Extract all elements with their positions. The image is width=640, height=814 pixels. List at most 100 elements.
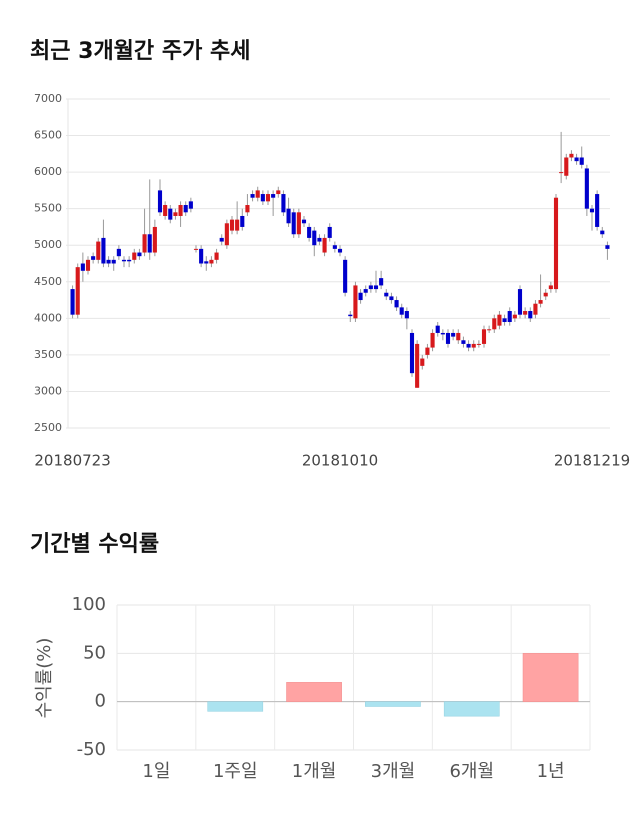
y-tick-label: -50 xyxy=(77,739,106,760)
candle-body xyxy=(332,245,337,249)
y-tick-label: 0 xyxy=(95,691,106,712)
candle-body xyxy=(579,157,584,165)
candle-body xyxy=(589,208,595,213)
candle-body xyxy=(368,285,373,290)
candle-body xyxy=(461,340,466,344)
candle-body xyxy=(425,347,430,355)
y-tick-label: 3000 xyxy=(34,384,62,397)
candle-body xyxy=(363,289,368,293)
y-tick-label: 3500 xyxy=(34,348,62,361)
candle-body xyxy=(204,261,209,264)
candle-body xyxy=(471,343,476,348)
candle-body xyxy=(301,219,307,224)
candle-body xyxy=(399,307,404,315)
candle-body xyxy=(322,237,327,253)
candle-body xyxy=(435,325,440,333)
y-tick-label: 6500 xyxy=(34,129,62,142)
candle-body xyxy=(276,190,281,195)
candle-body xyxy=(389,296,394,301)
candle-body xyxy=(188,201,193,209)
candle-body xyxy=(132,252,137,260)
y-tick-label: 6000 xyxy=(34,165,62,178)
candle-body xyxy=(80,263,85,271)
candle-body xyxy=(265,194,271,202)
candle-body xyxy=(548,285,553,290)
y-tick-label: 7000 xyxy=(34,92,62,105)
candle-body xyxy=(193,248,199,250)
candle-body xyxy=(553,197,559,290)
candle-body xyxy=(430,332,435,348)
candle-body xyxy=(281,194,286,213)
candle-body xyxy=(142,234,147,253)
y-tick-label: 4000 xyxy=(34,311,62,324)
candle-body xyxy=(507,311,512,322)
candle-body xyxy=(219,237,224,242)
candle-body xyxy=(353,285,358,319)
candle-body xyxy=(296,212,301,235)
candle-body xyxy=(358,292,363,301)
bar xyxy=(365,701,421,707)
candle-body xyxy=(420,358,425,366)
candle-body xyxy=(209,259,214,264)
candle-body xyxy=(445,332,451,344)
candle-body xyxy=(307,226,312,238)
candle-body xyxy=(183,205,188,213)
candle-body xyxy=(497,314,502,326)
candle-body xyxy=(394,300,399,308)
candle-body xyxy=(255,190,260,198)
candle-body xyxy=(121,259,127,262)
candle-body xyxy=(373,285,379,290)
candle-body xyxy=(415,343,420,388)
bar xyxy=(286,682,342,702)
candle-body xyxy=(528,311,533,319)
candle-body xyxy=(214,252,219,260)
y-tick-label: 50 xyxy=(83,642,106,663)
chart-title: 기간별 수익률 xyxy=(30,532,159,557)
candle-body xyxy=(343,259,348,293)
candle-body xyxy=(404,311,409,319)
candle-body xyxy=(523,311,528,315)
candle-body xyxy=(75,267,80,315)
candle-body xyxy=(481,329,487,344)
x-tick-label: 1년 xyxy=(537,761,565,782)
bar xyxy=(522,653,579,702)
candle-body xyxy=(152,226,157,253)
candle-body xyxy=(487,329,492,331)
candle-body xyxy=(147,234,152,253)
candle-body xyxy=(91,256,96,260)
candle-body xyxy=(379,278,384,286)
candle-body xyxy=(559,172,564,174)
candle-body xyxy=(178,205,183,216)
x-tick-label: 6개월 xyxy=(449,761,494,782)
x-tick-label: 20181219 xyxy=(554,452,630,470)
candle-body xyxy=(260,194,265,202)
candle-body xyxy=(224,223,229,246)
candle-body xyxy=(173,212,178,216)
candle-body xyxy=(512,314,517,319)
candle-body xyxy=(492,318,497,330)
candle-body xyxy=(440,332,445,335)
candle-body xyxy=(111,259,116,264)
candle-body xyxy=(106,259,111,264)
bar xyxy=(207,701,264,712)
candle-body xyxy=(476,343,481,345)
y-tick-label: 5500 xyxy=(34,202,62,215)
candle-body xyxy=(168,208,173,220)
candle-body xyxy=(384,292,389,297)
candle-body xyxy=(533,303,538,315)
candle-body xyxy=(116,248,121,257)
candle-body xyxy=(584,168,589,209)
candle-body xyxy=(85,259,91,271)
candle-body xyxy=(409,332,415,374)
candle-body xyxy=(291,212,296,235)
x-tick-label: 3개월 xyxy=(371,761,416,782)
chart-title: 최근 3개월간 주가 추세 xyxy=(30,39,250,64)
candle-body xyxy=(466,343,471,348)
bar xyxy=(443,701,500,717)
candle-body xyxy=(235,219,240,231)
candle-body xyxy=(574,157,579,162)
candle-body xyxy=(337,248,343,253)
candle-body xyxy=(157,190,163,213)
candle-body xyxy=(286,208,291,224)
